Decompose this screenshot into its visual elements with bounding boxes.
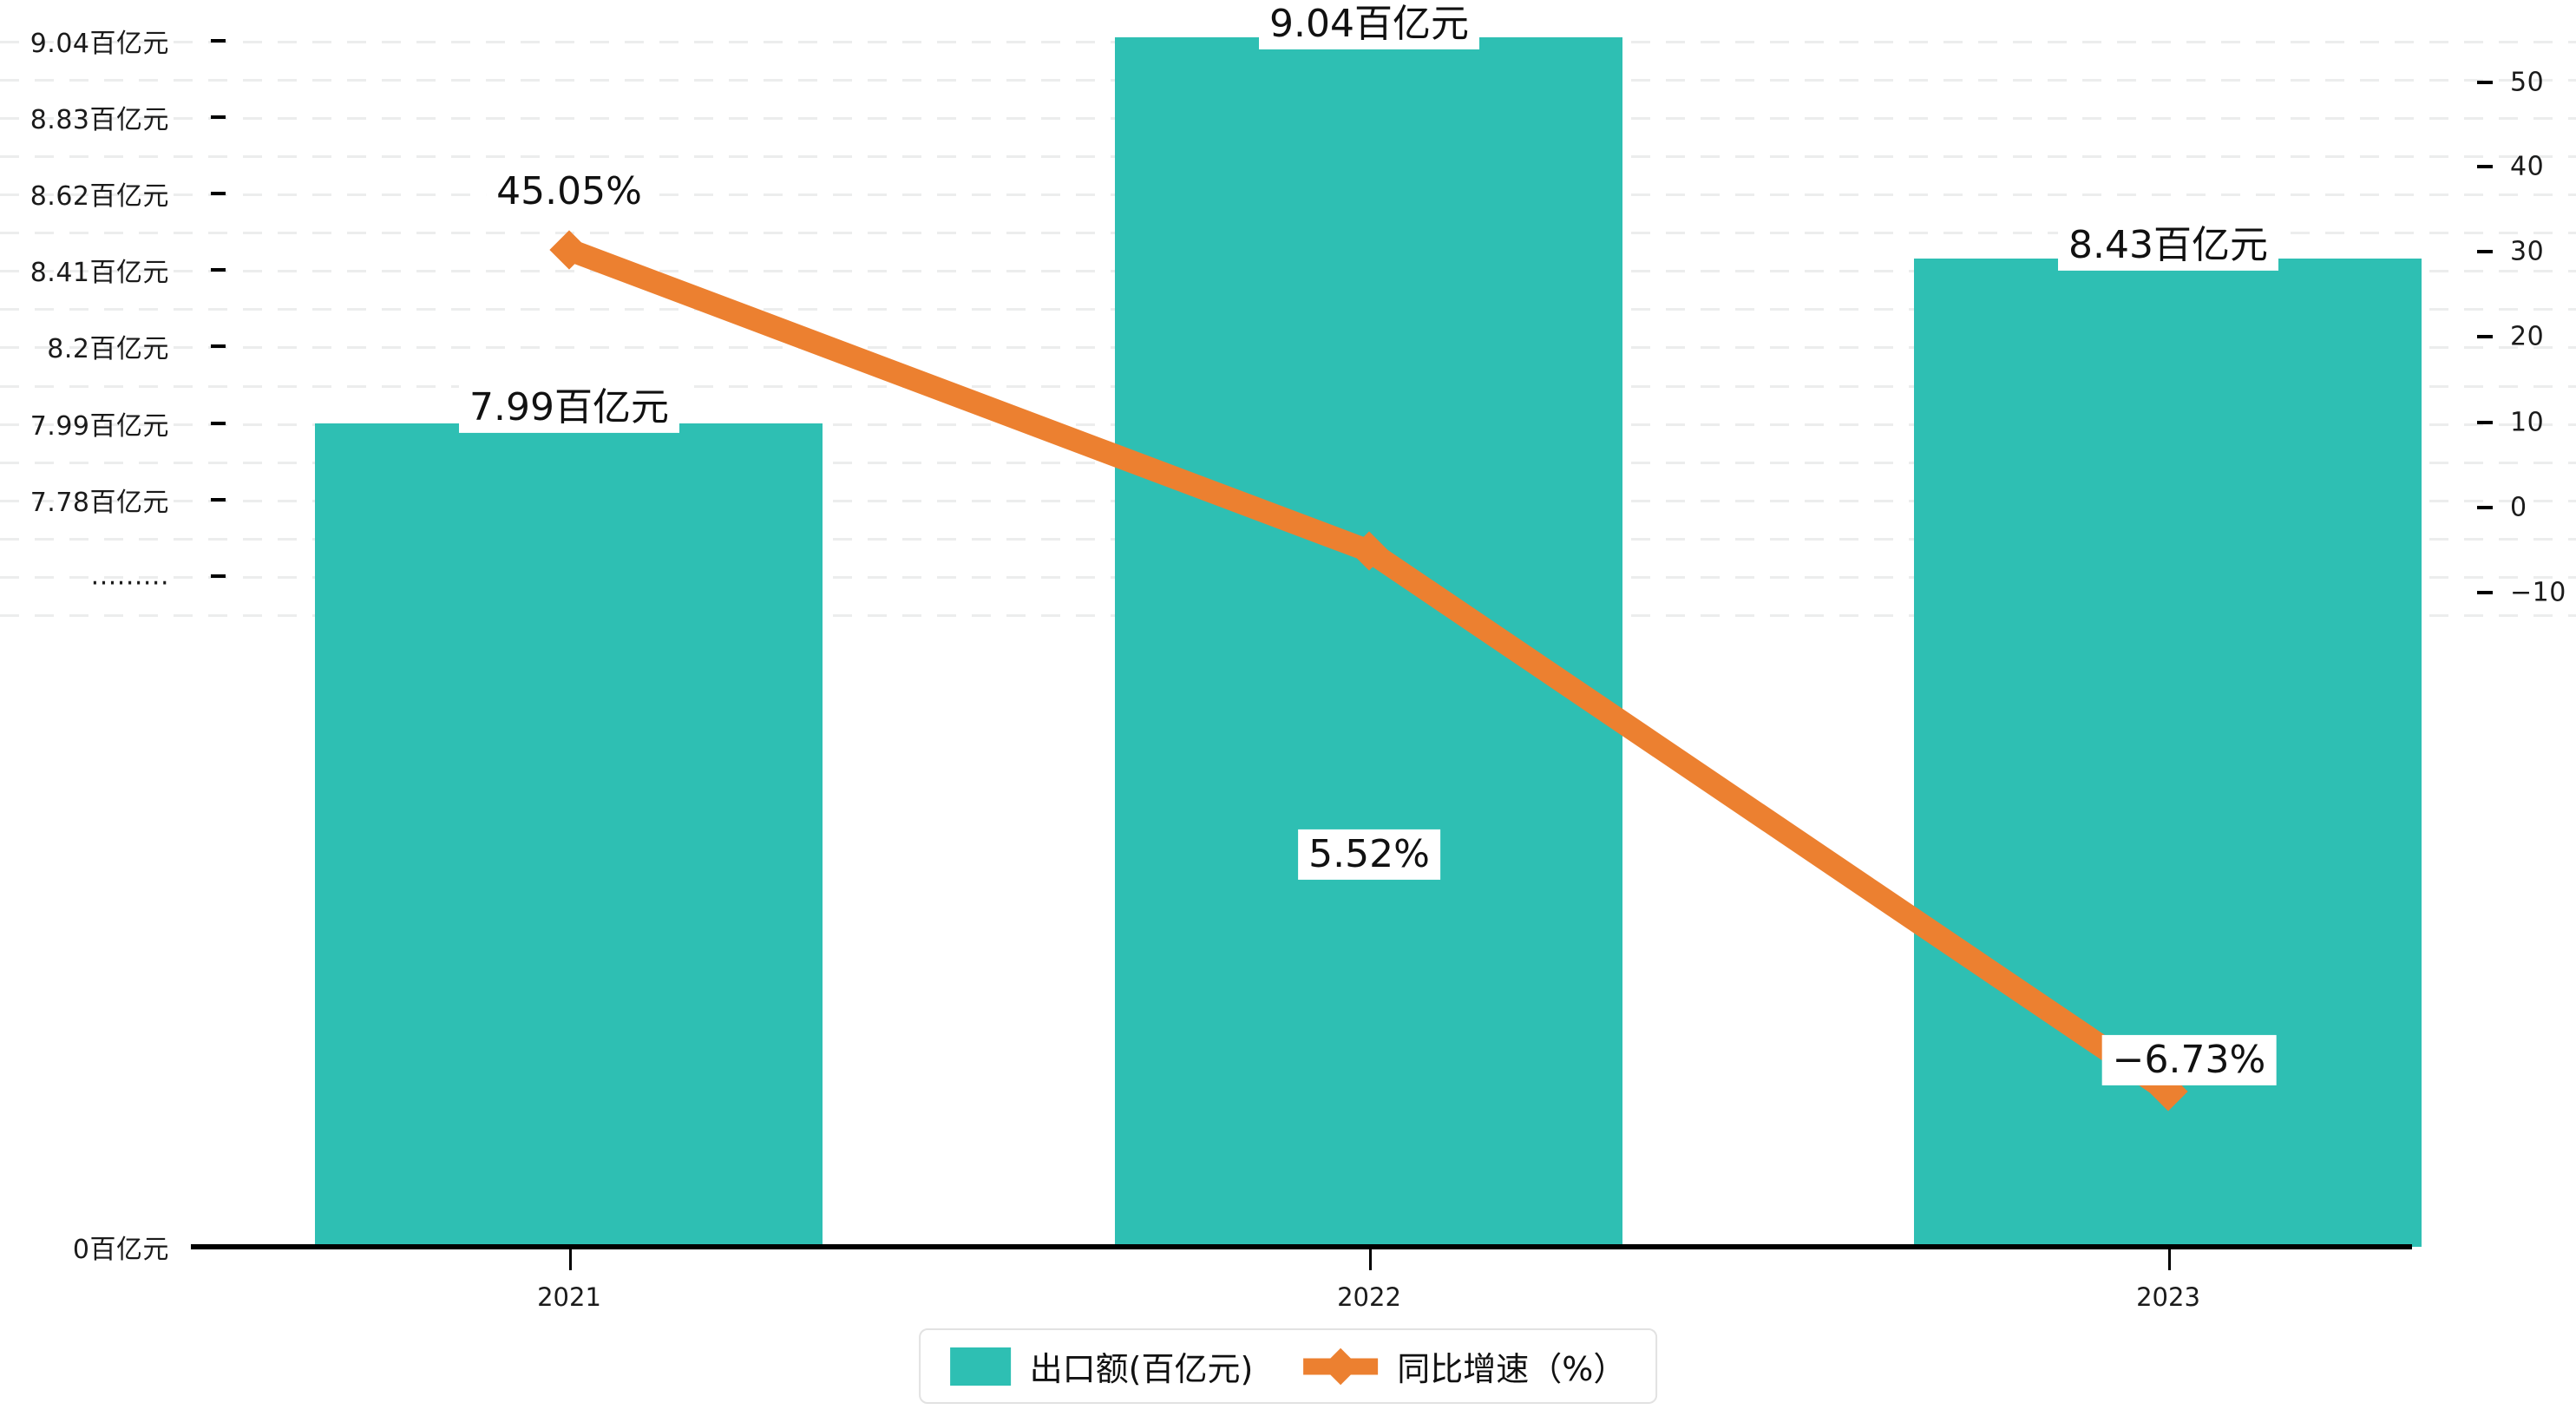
right-axis-tick-label: 40 (2510, 151, 2545, 182)
right-axis-tick-mark (2477, 81, 2493, 84)
left-axis-tick-label: 8.41百亿元 (29, 258, 169, 288)
left-axis-tick-label: 8.83百亿元 (29, 105, 169, 135)
right-axis-tick-mark (2477, 250, 2493, 253)
x-axis-line (260, 1244, 2412, 1249)
left-axis-tick-label: ......... (90, 560, 169, 592)
left-axis-tick-mark (211, 574, 226, 578)
line-value-label-2023: −6.73% (2101, 1034, 2277, 1086)
right-axis-tick-label: −10 (2510, 577, 2566, 608)
left-axis-tick-mark (211, 115, 226, 119)
left-axis-tick-label: 8.62百亿元 (29, 181, 169, 212)
left-axis-tick-mark (211, 268, 226, 272)
left-axis-tick-label: 8.2百亿元 (47, 334, 169, 364)
left-axis-tick-label: 7.99百亿元 (29, 411, 169, 442)
left-axis-tick-label: 0百亿元 (72, 1235, 169, 1265)
bar-2022[interactable] (1115, 37, 1622, 1247)
left-axis-tick-label: 9.04百亿元 (29, 29, 169, 59)
right-axis-tick-label: 10 (2510, 407, 2545, 438)
right-axis-tick-label: 20 (2510, 321, 2545, 352)
left-axis-tick-mark (191, 1244, 295, 1249)
line-value-label-2021: 45.05% (486, 166, 652, 218)
legend-label-bar: 出口额(百亿元) (1029, 1350, 1254, 1388)
right-axis-tick-mark (2477, 335, 2493, 338)
legend-label-line: 同比增速（%） (1397, 1350, 1627, 1388)
bar-value-label-2021: 7.99百亿元 (459, 382, 679, 434)
line-value-label-2022: 5.52% (1298, 829, 1440, 881)
x-axis-tick-label-2021: 2021 (537, 1282, 601, 1312)
left-axis-tick-mark (211, 498, 226, 502)
x-axis-tick-label-2023: 2023 (2136, 1282, 2200, 1312)
right-axis-tick-mark (2477, 506, 2493, 509)
left-axis-tick-mark (211, 422, 226, 425)
right-axis-tick-mark (2477, 421, 2493, 424)
right-axis-tick-label: 30 (2510, 236, 2545, 267)
right-axis-tick-mark (2477, 591, 2493, 594)
x-axis-tick-mark (569, 1249, 572, 1270)
bar-value-label-2022: 9.04百亿元 (1259, 0, 1479, 50)
legend-item-line[interactable]: 同比增速（%） (1303, 1342, 1626, 1390)
left-axis-tick-mark (211, 344, 226, 348)
bar-value-label-2023: 8.43百亿元 (2058, 220, 2278, 272)
left-axis-tick-mark (211, 192, 226, 195)
left-axis-tick-label: 7.78百亿元 (29, 488, 169, 518)
legend-swatch-square-icon (949, 1347, 1011, 1386)
x-axis-tick-mark (1369, 1249, 1372, 1270)
right-axis-tick-label: 50 (2510, 67, 2545, 98)
left-axis-tick-mark (211, 39, 226, 43)
legend-swatch-line-diamond-icon (1303, 1347, 1379, 1386)
x-axis-tick-label-2022: 2022 (1337, 1282, 1401, 1312)
right-axis-tick-mark (2477, 165, 2493, 168)
x-axis-tick-mark (2168, 1249, 2171, 1270)
bar-2021[interactable] (315, 423, 823, 1247)
chart-legend[interactable]: 出口额(百亿元) 同比增速（%） (918, 1328, 1658, 1404)
legend-item-bar[interactable]: 出口额(百亿元) (949, 1342, 1254, 1390)
right-axis-tick-label: 0 (2510, 492, 2527, 523)
